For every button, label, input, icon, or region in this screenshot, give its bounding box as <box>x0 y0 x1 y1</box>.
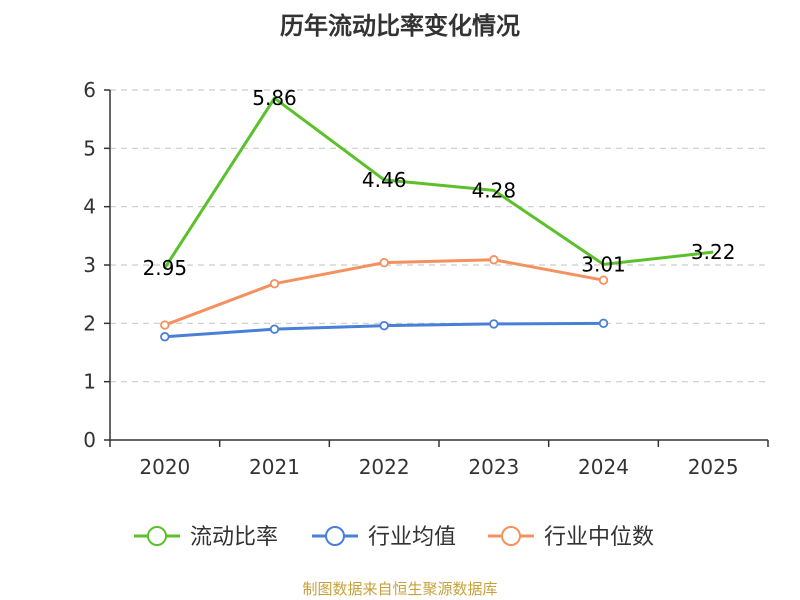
legend-marker <box>325 526 345 546</box>
series-line <box>164 258 604 327</box>
source-note: 制图数据来自恒生聚源数据库 <box>302 580 498 598</box>
y-tick-label: 6 <box>83 78 96 102</box>
data-label: 3.22 <box>691 240 736 264</box>
data-point <box>160 332 170 342</box>
x-tick-label: 2020 <box>139 455 190 479</box>
data-point <box>379 257 389 268</box>
data-point <box>379 320 389 331</box>
data-point <box>598 318 609 329</box>
y-tick-label: 4 <box>83 195 96 219</box>
data-labels: 2.95 5.86 4.46 4.28 3.01 3.22 <box>143 86 736 280</box>
y-tick-label: 1 <box>83 370 96 394</box>
y-tick-label: 2 <box>83 311 96 335</box>
series-line <box>163 96 714 269</box>
legend-marker <box>501 526 521 546</box>
legend: 流动比率 行业均值 行业中位数 <box>134 525 654 550</box>
x-tick-label: 2022 <box>359 455 410 479</box>
chart-title: 历年流动比率变化情况 <box>280 12 520 40</box>
axes: 0 1 2 3 4 5 6 2020 2021 2022 2023 2024 2025 <box>83 78 769 479</box>
x-tick-label: 2023 <box>468 455 519 479</box>
data-point <box>489 255 499 265</box>
legend-marker <box>147 526 167 546</box>
y-tick-label: 3 <box>83 253 96 277</box>
data-label: 2.95 <box>143 256 188 280</box>
series-lines <box>160 96 714 342</box>
data-point <box>269 278 280 289</box>
data-label: 3.01 <box>581 252 626 276</box>
legend-label: 流动比率 <box>190 525 278 550</box>
legend-label: 行业中位数 <box>544 525 654 550</box>
data-point <box>269 324 280 334</box>
x-tick-label: 2025 <box>688 455 739 479</box>
y-tick-label: 5 <box>83 136 96 160</box>
data-point <box>160 320 170 330</box>
data-label: 4.28 <box>472 178 517 202</box>
legend-label: 行业均值 <box>368 525 456 550</box>
data-point <box>489 319 499 329</box>
x-tick-label: 2024 <box>578 455 629 479</box>
data-label: 4.46 <box>362 168 407 192</box>
grid-lines <box>110 89 768 383</box>
y-tick-label: 0 <box>83 428 96 452</box>
x-tick-label: 2021 <box>249 455 300 479</box>
data-label: 5.86 <box>252 86 297 110</box>
data-point <box>598 275 609 285</box>
